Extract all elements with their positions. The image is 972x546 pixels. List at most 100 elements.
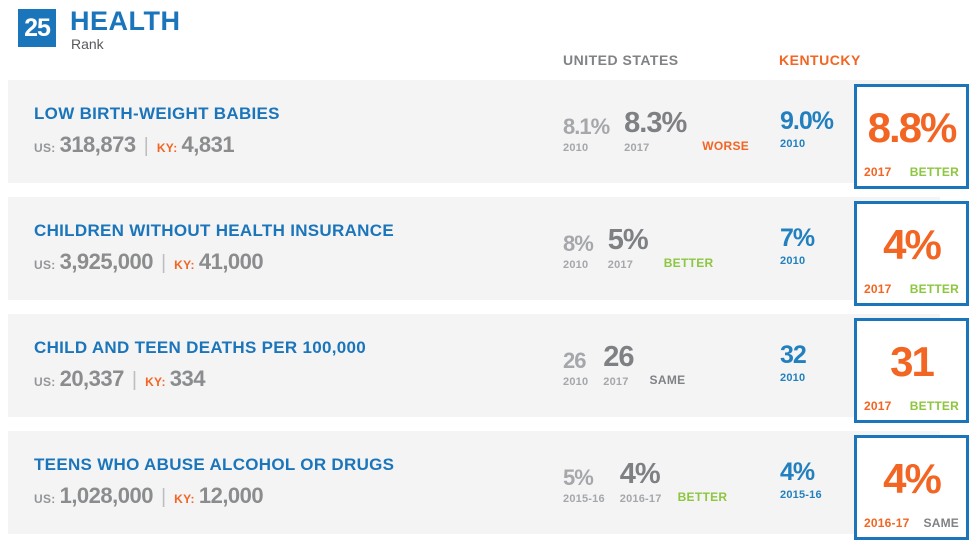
us-latest-value: 4% — [619, 458, 661, 490]
ky-trend-status: SAME — [923, 516, 959, 530]
indicator-counts: US: 318,873 | KY: 4,831 — [34, 132, 280, 158]
count-separator: | — [131, 369, 138, 391]
ky-latest-year: 2017 — [864, 282, 892, 296]
us-latest-value: 5% — [607, 224, 649, 256]
ky-highlight-box: 4% 2016-17 SAME — [854, 435, 969, 540]
us-count-value: 3,925,000 — [59, 249, 154, 274]
indicator-counts: US: 1,028,000 | KY: 12,000 — [34, 483, 394, 509]
indicator-row-child-teen-deaths: CHILD AND TEEN DEATHS PER 100,000 US: 20… — [8, 314, 969, 423]
ky-box-footer: 2016-17 SAME — [857, 516, 966, 537]
ky-box-footer: 2017 BETTER — [857, 165, 966, 186]
ky-earlier-stat: 32 2010 — [780, 341, 807, 384]
row-info: CHILD AND TEEN DEATHS PER 100,000 US: 20… — [34, 338, 366, 392]
ky-earlier-year: 2010 — [780, 371, 806, 384]
ky-earlier-value: 4% — [780, 458, 815, 486]
ky-stats: 9.0% 2010 — [780, 107, 834, 150]
us-trend-status: WORSE — [702, 139, 750, 154]
ky-latest-value: 8.8% — [867, 104, 958, 151]
indicator-row-low-birth-weight: LOW BIRTH-WEIGHT BABIES US: 318,873 | KY… — [8, 80, 969, 189]
ky-earlier-value: 9.0% — [780, 107, 834, 135]
count-separator: | — [160, 252, 167, 274]
ky-earlier-stat: 4% 2015-16 — [780, 458, 822, 501]
us-earlier-value: 8% — [563, 230, 594, 256]
us-trend-status: BETTER — [663, 256, 714, 271]
indicator-row-children-without-insurance: CHILDREN WITHOUT HEALTH INSURANCE US: 3,… — [8, 197, 969, 306]
row-info: TEENS WHO ABUSE ALCOHOL OR DRUGS US: 1,0… — [34, 455, 394, 509]
us-earlier-year: 2010 — [563, 375, 589, 388]
us-latest-stat: 5% 2017 — [607, 224, 649, 271]
us-count-label: US: — [34, 258, 56, 272]
count-separator: | — [160, 486, 167, 508]
us-earlier-year: 2010 — [563, 258, 589, 271]
ky-earlier-stat: 7% 2010 — [780, 224, 815, 267]
column-header-kentucky: KENTUCKY — [779, 52, 861, 68]
indicator-title: CHILDREN WITHOUT HEALTH INSURANCE — [34, 221, 394, 240]
us-count-label: US: — [34, 375, 56, 389]
us-latest-year: 2017 — [607, 258, 634, 271]
indicator-title: LOW BIRTH-WEIGHT BABIES — [34, 104, 280, 123]
ky-count-label: KY: — [174, 258, 195, 272]
row-info: LOW BIRTH-WEIGHT BABIES US: 318,873 | KY… — [34, 104, 280, 158]
page-title: HEALTH — [70, 6, 181, 36]
us-stats: 8% 2010 5% 2017 BETTER — [563, 224, 714, 271]
ky-earlier-stat: 9.0% 2010 — [780, 107, 834, 150]
us-earlier-stat: 26 2010 — [563, 347, 589, 388]
ky-latest-value: 31 — [890, 338, 935, 385]
ky-earlier-year: 2015-16 — [780, 488, 822, 501]
ky-stats: 4% 2015-16 — [780, 458, 822, 501]
us-earlier-value: 26 — [563, 347, 586, 373]
rank-value: 25 — [24, 13, 51, 42]
ky-latest-year: 2017 — [864, 165, 892, 179]
ky-earlier-year: 2010 — [780, 254, 806, 267]
ky-highlight-box: 31 2017 BETTER — [854, 318, 969, 423]
us-stats: 26 2010 26 2017 SAME — [563, 341, 685, 388]
us-latest-value: 8.3% — [624, 107, 687, 139]
us-latest-year: 2017 — [603, 375, 629, 388]
ky-trend-status: BETTER — [909, 399, 959, 413]
us-latest-value: 26 — [603, 341, 634, 373]
count-separator: | — [143, 135, 149, 157]
us-earlier-value: 5% — [563, 464, 594, 490]
us-latest-stat: 8.3% 2017 — [624, 107, 687, 154]
us-count-label: US: — [34, 141, 56, 155]
us-earlier-year: 2010 — [563, 141, 589, 154]
us-count-label: US: — [34, 492, 56, 506]
ky-count-label: KY: — [174, 492, 195, 506]
ky-latest-value: 4% — [883, 455, 942, 502]
indicator-row-teen-substance-abuse: TEENS WHO ABUSE ALCOHOL OR DRUGS US: 1,0… — [8, 431, 969, 540]
ky-box-footer: 2017 BETTER — [857, 282, 966, 303]
row-info: CHILDREN WITHOUT HEALTH INSURANCE US: 3,… — [34, 221, 394, 275]
us-latest-year: 2017 — [624, 141, 650, 154]
us-latest-stat: 26 2017 — [603, 341, 634, 388]
column-header-united-states: UNITED STATES — [563, 52, 679, 68]
ky-latest-year: 2016-17 — [864, 516, 910, 530]
ky-count-value: 12,000 — [198, 483, 264, 508]
rank-badge: 25 — [18, 9, 56, 47]
us-count-value: 318,873 — [59, 132, 137, 157]
ky-stats: 7% 2010 — [780, 224, 815, 267]
indicator-counts: US: 20,337 | KY: 334 — [34, 366, 366, 392]
ky-latest-year: 2017 — [864, 399, 892, 413]
ky-box-footer: 2017 BETTER — [857, 399, 966, 420]
ky-stats: 32 2010 — [780, 341, 807, 384]
ky-latest-value: 4% — [883, 221, 942, 268]
ky-earlier-value: 7% — [780, 224, 815, 252]
indicator-counts: US: 3,925,000 | KY: 41,000 — [34, 249, 394, 275]
us-earlier-stat: 8.1% 2010 — [563, 115, 610, 154]
us-trend-status: BETTER — [677, 490, 728, 505]
us-stats: 5% 2015-16 4% 2016-17 BETTER — [563, 458, 728, 505]
us-earlier-stat: 8% 2010 — [563, 230, 594, 271]
ky-highlight-box: 8.8% 2017 BETTER — [854, 84, 969, 189]
ky-trend-status: BETTER — [909, 165, 959, 179]
indicator-title: CHILD AND TEEN DEATHS PER 100,000 — [34, 338, 367, 357]
us-stats: 8.1% 2010 8.3% 2017 WORSE — [563, 107, 750, 154]
ky-count-value: 4,831 — [181, 132, 235, 157]
us-count-value: 1,028,000 — [59, 483, 154, 508]
ky-earlier-value: 32 — [780, 341, 807, 369]
ky-highlight-box: 4% 2017 BETTER — [854, 201, 969, 306]
ky-count-label: KY: — [156, 141, 178, 155]
us-count-value: 20,337 — [59, 366, 125, 391]
ky-earlier-year: 2010 — [780, 137, 806, 150]
rank-label: Rank — [71, 36, 104, 52]
